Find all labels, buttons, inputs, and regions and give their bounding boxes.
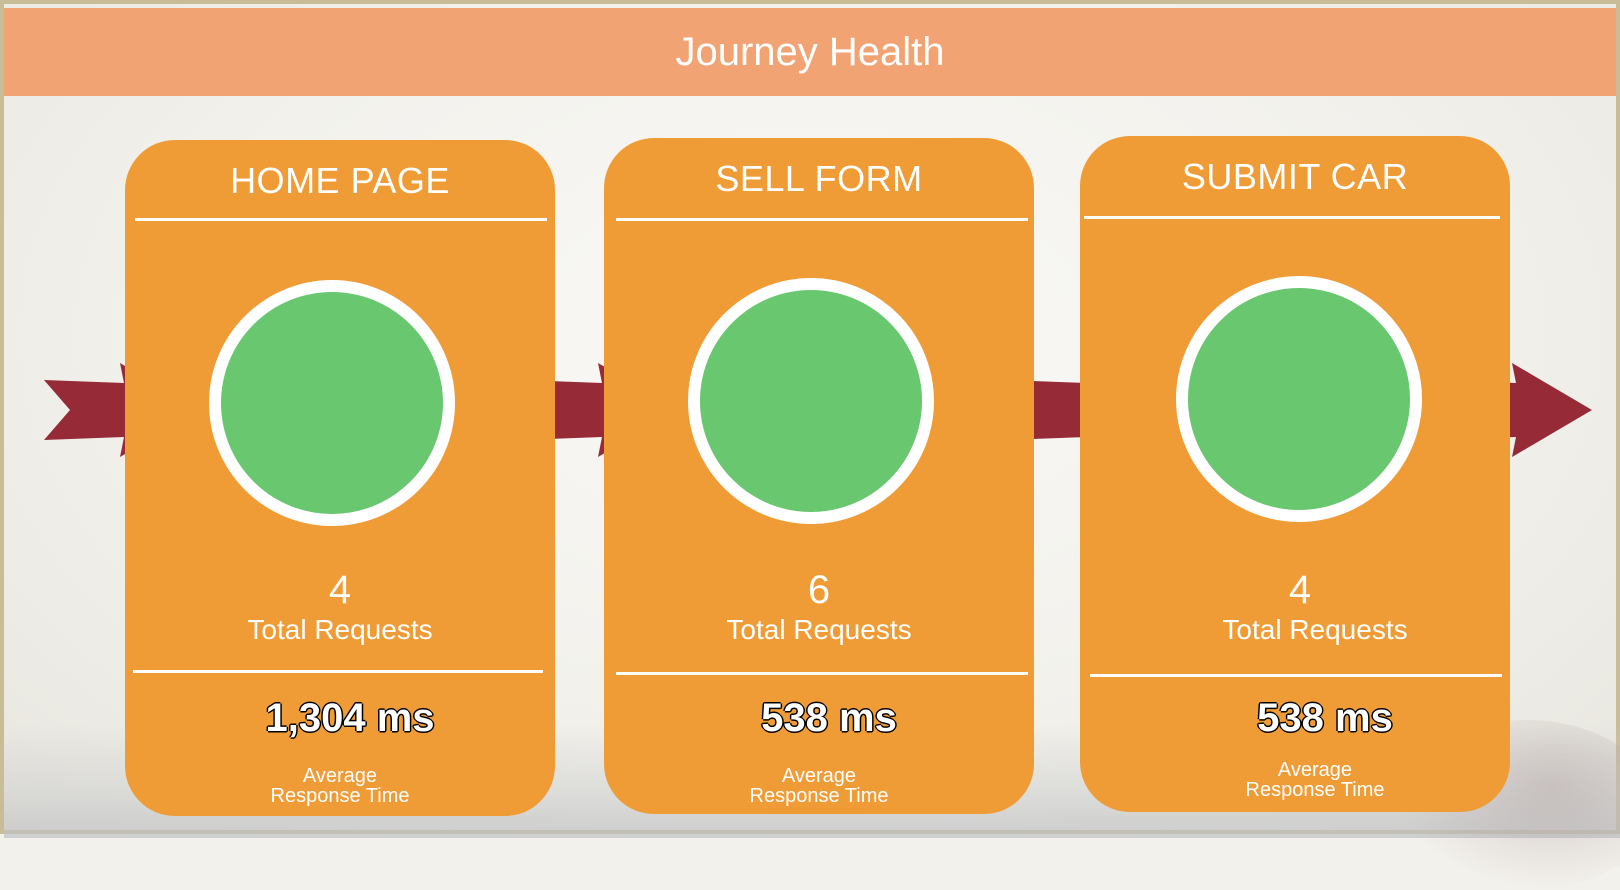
divider [1084,216,1500,219]
total-requests-label: Total Requests [1222,614,1408,645]
step-card-home-page[interactable]: HOME PAGE 4 Total Requests 1,304 ms Aver… [125,140,555,816]
divider [616,218,1028,221]
arrow-right-icon [522,363,678,457]
total-requests-label: Total Requests [726,614,912,645]
avg-response-label: Average [1277,759,1353,781]
total-requests-value: 4 [328,568,352,612]
total-requests-value: 4 [1288,568,1312,612]
total-requests-value: 6 [807,568,831,612]
avg-response-label: Response Time [749,785,889,807]
total-requests-label: Total Requests [247,614,433,645]
arrow-right-icon [44,363,200,457]
divider [135,218,547,221]
status-indicator [209,280,455,526]
avg-response-label: Average [302,765,378,787]
avg-response-value: 538 ms [1257,696,1393,740]
divider [616,672,1028,675]
step-title: HOME PAGE [230,160,450,201]
divider [133,670,543,673]
step-title: SUBMIT CAR [1181,156,1409,197]
page-title: Journey Health [675,29,945,74]
step-card-sell-form[interactable]: SELL FORM 6 Total Requests 538 ms Averag… [604,138,1034,814]
status-indicator [1176,276,1422,522]
avg-response-value: 538 ms [761,696,897,740]
step-card-submit-car[interactable]: SUBMIT CAR 4 Total Requests 538 ms Avera… [1080,136,1510,812]
avg-response-value: 1,304 ms [265,696,435,740]
status-indicator [688,278,934,524]
step-title: SELL FORM [715,158,923,199]
avg-response-label: Response Time [270,785,410,807]
avg-response-label: Response Time [1245,779,1385,801]
header-bar: Journey Health [4,8,1616,96]
avg-response-label: Average [781,765,857,787]
divider [1090,674,1502,677]
